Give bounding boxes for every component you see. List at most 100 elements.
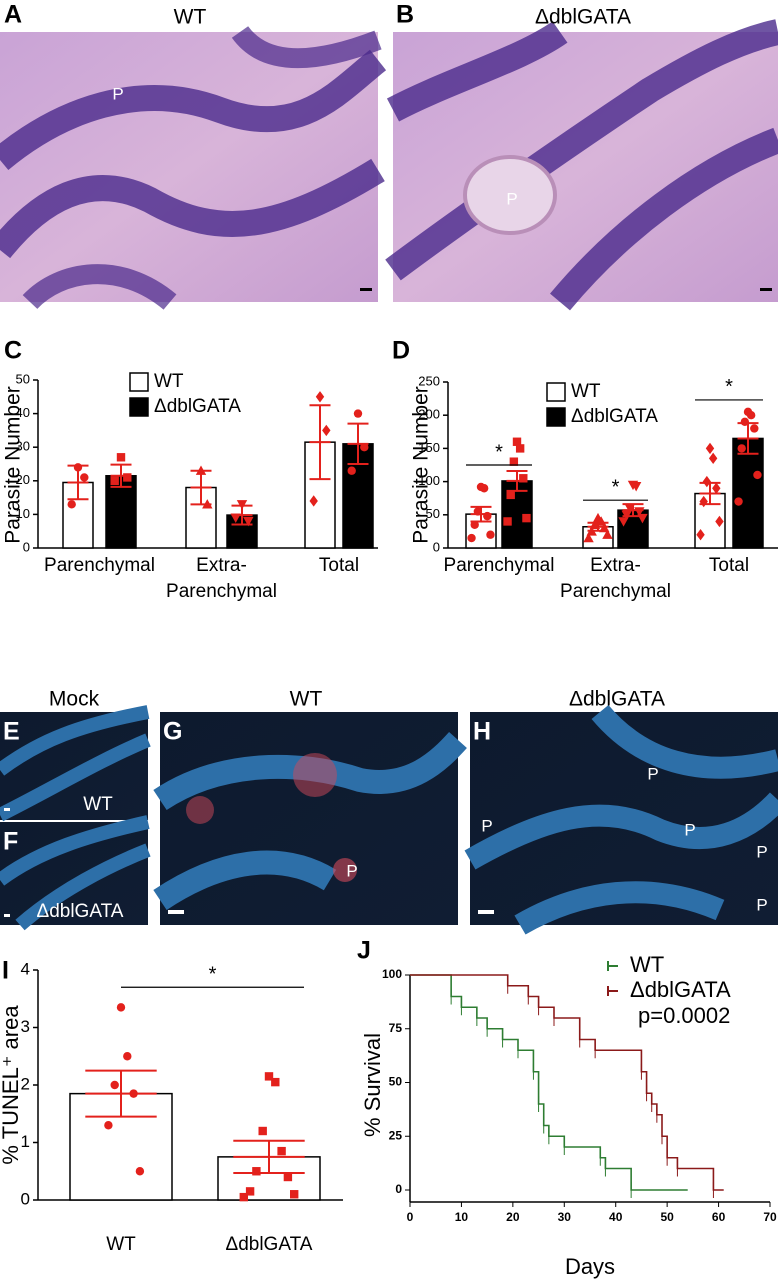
data-point <box>202 499 213 509</box>
y-tick-label: 3 <box>21 1017 30 1036</box>
y-tick-label: 250 <box>418 373 440 388</box>
scale-bar <box>360 288 372 291</box>
x-tick-label: Total <box>318 555 360 576</box>
y-tick-label: 0 <box>433 539 440 554</box>
y-tick-label: 150 <box>418 440 440 455</box>
panel-label: P <box>756 895 767 914</box>
data-point <box>753 470 762 480</box>
x-tick-label: Extra- Parenchymal <box>560 555 671 602</box>
data-point <box>135 1167 145 1176</box>
histology-image <box>0 32 378 302</box>
data-point <box>486 530 495 539</box>
data-point <box>503 517 512 526</box>
data-point <box>712 482 721 494</box>
x-tick-label: 50 <box>660 1210 674 1224</box>
panel-label: P <box>684 820 695 839</box>
significance-label: * <box>209 964 217 986</box>
panel-letter: D <box>392 337 410 365</box>
data-point <box>283 1172 293 1182</box>
data-point <box>708 452 718 465</box>
data-point <box>624 503 636 514</box>
data-point <box>73 463 83 472</box>
tissue-layer <box>0 49 387 259</box>
x-tick-label: 60 <box>712 1210 726 1224</box>
x-tick-label: 30 <box>558 1210 572 1224</box>
panel-label: P <box>756 842 767 861</box>
data-point <box>277 1146 286 1156</box>
data-point <box>522 513 531 523</box>
data-point <box>705 442 715 455</box>
data-point <box>110 1080 119 1090</box>
tissue-layer <box>153 731 467 911</box>
data-point <box>699 495 708 508</box>
panel-label: P <box>346 861 357 880</box>
legend-label: WT <box>630 952 664 977</box>
data-point <box>353 409 363 418</box>
survival-curve <box>410 974 688 1191</box>
data-point <box>236 500 248 510</box>
y-tick-label: 40 <box>16 405 30 420</box>
panel-title: Mock <box>49 688 100 711</box>
data-point <box>479 484 489 493</box>
data-point <box>123 473 132 482</box>
data-point <box>618 517 629 527</box>
data-point <box>315 391 325 403</box>
tunel-signal <box>333 858 357 882</box>
data-point <box>467 533 476 543</box>
x-tick-label: 0 <box>407 1210 414 1224</box>
data-point <box>243 516 254 527</box>
data-point <box>583 532 594 543</box>
data-point <box>290 1190 299 1199</box>
panel-letter: H <box>473 718 491 746</box>
scale-bar <box>4 808 10 811</box>
legend-label: ΔdblGATA <box>630 977 731 1002</box>
parasite-cyst <box>463 155 557 235</box>
panel-label: P <box>506 189 517 208</box>
data-point <box>589 519 601 529</box>
y-axis-label: Parasite Number <box>2 386 25 544</box>
y-tick-label: 10 <box>16 506 30 521</box>
data-point <box>483 511 492 521</box>
data-point <box>258 1126 267 1136</box>
panel-title: ΔdblGATA <box>569 688 665 711</box>
data-point <box>515 444 525 453</box>
panel-label: P <box>481 816 492 835</box>
panel-letter: F <box>3 828 18 856</box>
significance-label: * <box>612 476 620 498</box>
data-point <box>230 513 241 523</box>
x-tick-label: Parenchymal <box>44 555 155 576</box>
x-tick-label: 10 <box>455 1210 469 1224</box>
legend-swatch <box>129 397 149 417</box>
data-point <box>599 522 610 533</box>
x-tick-label: Parenchymal <box>443 555 555 576</box>
scale-bar <box>168 910 184 914</box>
data-point <box>271 1077 280 1087</box>
y-tick-label: 50 <box>426 506 440 521</box>
scale-bar <box>478 910 494 914</box>
data-point <box>309 495 318 507</box>
x-tick-label: 40 <box>609 1210 623 1224</box>
data-point <box>67 500 76 509</box>
y-tick-label: 30 <box>16 439 30 454</box>
data-point <box>506 490 515 500</box>
data-point <box>637 513 648 524</box>
tunel-signal <box>186 796 214 824</box>
data-point <box>595 516 607 526</box>
tunel-signal <box>293 753 337 797</box>
y-tick-label: 20 <box>16 472 30 487</box>
panel-letter: B <box>396 1 414 29</box>
legend-label: WT <box>571 381 601 402</box>
x-tick-label: Extra- Parenchymal <box>166 555 277 602</box>
y-tick-label: 100 <box>418 473 440 488</box>
y-tick-label: 2 <box>21 1074 30 1093</box>
y-tick-label: 75 <box>389 1021 403 1035</box>
panel-label: WT <box>83 794 113 815</box>
data-point <box>116 1003 126 1012</box>
significance-label: * <box>725 376 733 398</box>
y-tick-label: 200 <box>418 407 440 422</box>
data-point <box>264 1072 274 1081</box>
data-point <box>621 510 632 520</box>
y-axis-label: Parasite Number <box>410 386 433 544</box>
y-tick-label: 100 <box>382 967 402 981</box>
data-point <box>104 1121 113 1130</box>
